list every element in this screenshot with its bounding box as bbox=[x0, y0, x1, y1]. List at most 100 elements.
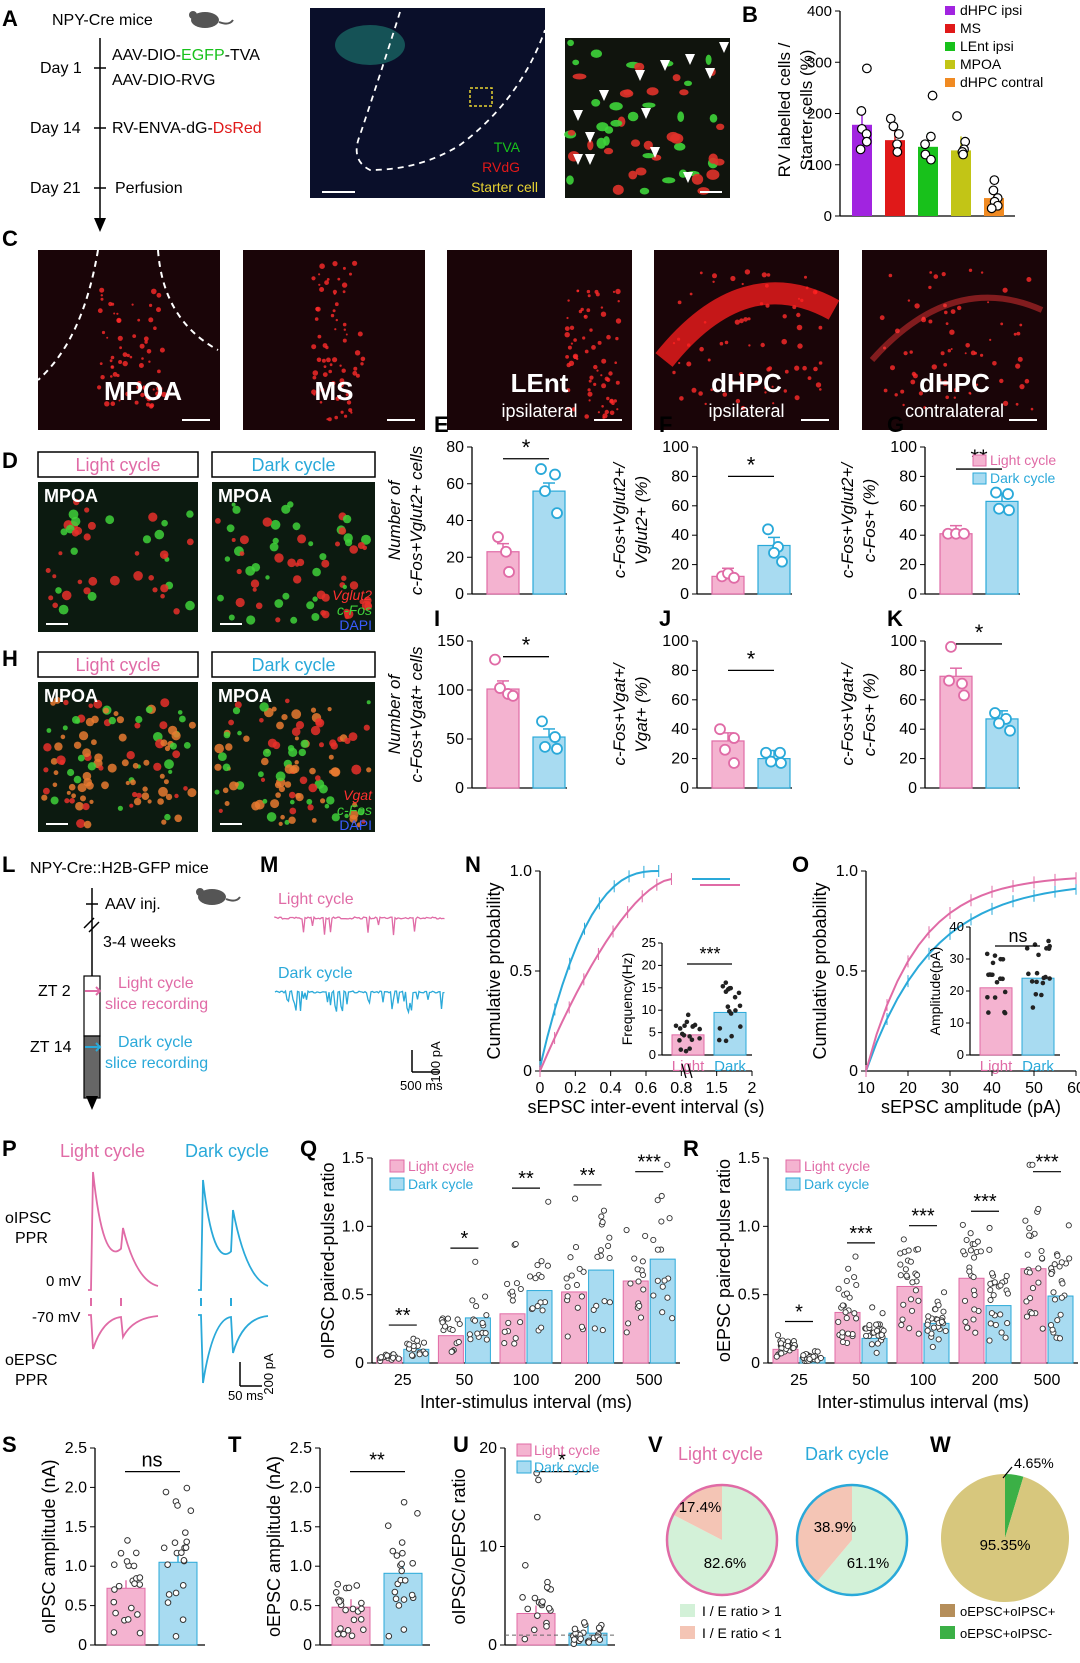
inset-point bbox=[1030, 1005, 1036, 1010]
cycle-cell bbox=[214, 743, 224, 754]
c-cell bbox=[350, 411, 353, 414]
point bbox=[444, 1315, 452, 1322]
point bbox=[549, 468, 561, 481]
point bbox=[414, 1337, 421, 1344]
p-oepsc-1: oEPSC bbox=[5, 1352, 57, 1369]
cell-mark bbox=[697, 187, 710, 195]
ylabel: oIPSC amplitude (nA) bbox=[39, 1459, 59, 1633]
tick-label: 0.5 bbox=[738, 1287, 760, 1304]
point bbox=[924, 1321, 931, 1328]
point bbox=[590, 1306, 597, 1313]
cycle-cell bbox=[83, 533, 91, 541]
cycle-cell bbox=[361, 534, 371, 545]
g-legend-light: Light cycle bbox=[990, 452, 1056, 468]
point bbox=[564, 1283, 571, 1290]
b-point bbox=[861, 136, 872, 147]
cycle-cell bbox=[356, 822, 362, 828]
point bbox=[531, 1594, 539, 1602]
cycle-cell bbox=[142, 535, 152, 544]
inset-point bbox=[723, 1038, 729, 1044]
c-cell bbox=[137, 318, 141, 322]
inset-point bbox=[994, 979, 1000, 985]
c-cell bbox=[943, 362, 948, 367]
point bbox=[482, 1293, 489, 1300]
cycle-cell bbox=[262, 748, 272, 757]
cycle-cell bbox=[234, 782, 239, 787]
tick-label: 0 bbox=[680, 586, 689, 603]
cycle-cell bbox=[338, 527, 347, 535]
bar bbox=[486, 688, 520, 789]
point bbox=[1065, 1222, 1072, 1229]
point bbox=[398, 1560, 406, 1568]
point bbox=[570, 1636, 578, 1643]
c-cell bbox=[609, 410, 615, 416]
point bbox=[384, 1352, 391, 1359]
cycle-cell bbox=[267, 738, 277, 748]
day14-injection: RV-ENVA-dG-DsRed bbox=[112, 120, 262, 137]
point bbox=[136, 1574, 144, 1581]
b-legend-label: MPOA bbox=[960, 56, 1002, 72]
sig-label: * bbox=[795, 1302, 803, 1324]
point bbox=[504, 1280, 511, 1288]
cycle-region-label: MPOA bbox=[218, 486, 272, 506]
cycle-cell bbox=[159, 721, 168, 730]
point bbox=[842, 1309, 849, 1316]
cycle-cell bbox=[281, 504, 291, 514]
sig-label: * bbox=[747, 646, 756, 671]
cycle-cell bbox=[311, 613, 320, 621]
cycle-cell bbox=[289, 791, 296, 799]
c-cell bbox=[589, 375, 594, 380]
c-cell bbox=[710, 388, 713, 392]
point bbox=[1047, 1322, 1055, 1329]
point bbox=[501, 1328, 508, 1335]
cell-mark bbox=[567, 39, 574, 47]
c-region-label: MS bbox=[315, 376, 354, 406]
c-cell bbox=[357, 331, 363, 337]
c-cell bbox=[942, 380, 949, 386]
sig-label: * bbox=[975, 620, 984, 645]
inset-point bbox=[986, 1010, 991, 1015]
c-cell bbox=[704, 402, 707, 406]
tick-label: 0 bbox=[680, 780, 689, 797]
cycle-cell bbox=[77, 783, 87, 793]
point bbox=[631, 1255, 638, 1262]
inset-point bbox=[1036, 952, 1041, 958]
cycle-cell bbox=[108, 716, 117, 725]
cycle-cell bbox=[328, 769, 334, 774]
cycle-cell bbox=[87, 521, 96, 530]
cycle-cell bbox=[331, 813, 340, 822]
cycle-cell bbox=[101, 781, 109, 790]
cycle-cell bbox=[316, 590, 326, 600]
point bbox=[774, 1332, 782, 1339]
cycle-cell bbox=[255, 602, 263, 610]
epsc-trace bbox=[274, 915, 445, 936]
cycle-cell bbox=[223, 731, 231, 739]
point bbox=[900, 1301, 907, 1308]
b-point bbox=[888, 121, 899, 132]
c-cell bbox=[341, 282, 348, 288]
panel-letter-t: T bbox=[228, 1432, 242, 1457]
cycle-cell bbox=[231, 502, 236, 507]
cycle-cell bbox=[98, 765, 104, 771]
c-cell bbox=[1024, 378, 1030, 384]
point bbox=[513, 1280, 520, 1287]
c-cell bbox=[330, 313, 335, 318]
cell-mark bbox=[572, 73, 587, 80]
c-cell bbox=[346, 400, 352, 405]
tick-label: 0 bbox=[78, 1637, 87, 1654]
cell-mark bbox=[662, 177, 676, 184]
tick-label: 2.0 bbox=[65, 1479, 87, 1496]
inset-point bbox=[687, 1046, 692, 1051]
point bbox=[986, 1246, 993, 1253]
point bbox=[585, 1639, 593, 1646]
cycle-cell bbox=[50, 700, 56, 706]
cycle-cell bbox=[275, 771, 286, 782]
point bbox=[765, 755, 777, 768]
cycle-cell bbox=[79, 731, 89, 741]
arrowhead-icon bbox=[719, 42, 729, 53]
cycle-cell bbox=[274, 553, 284, 563]
point bbox=[1039, 1325, 1046, 1332]
c-cell bbox=[890, 365, 895, 371]
c-cell bbox=[606, 396, 610, 401]
sig-label: ** bbox=[518, 1168, 534, 1190]
